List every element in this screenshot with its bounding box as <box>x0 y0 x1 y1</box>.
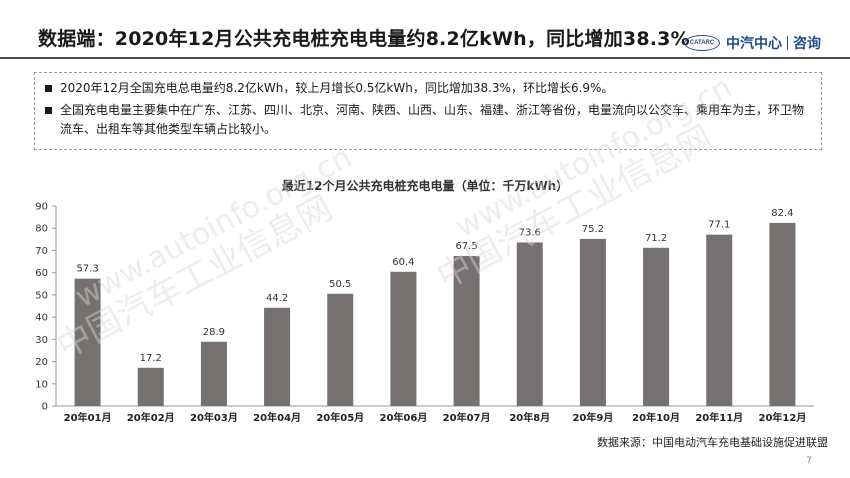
data-label: 50.5 <box>329 279 351 290</box>
x-tick-label: 20年04月 <box>253 411 301 424</box>
bar <box>200 341 227 406</box>
page-number: 7 <box>806 456 812 466</box>
bar <box>74 278 101 406</box>
bar-chart: 0 10 20 30 40 50 60 70 80 90 57.3 20年01月 17.2 20年02月 2… <box>35 202 814 424</box>
summary-bullet: 2020年12月全国充电总电量约8.2亿kWh，较上月增长0.5亿kWh，同比增… <box>45 79 815 98</box>
y-tick-label: 50 <box>35 290 48 301</box>
bar <box>453 256 480 406</box>
chart-title: 最近12个月公共充电桩充电电量（单位：千万kWh） <box>281 179 569 193</box>
header-rule <box>0 57 850 59</box>
data-label: 44.2 <box>266 293 288 304</box>
data-label: 60.4 <box>392 257 414 268</box>
y-tick-label: 30 <box>35 335 48 346</box>
summary-box: 2020年12月全国充电总电量约8.2亿kWh，较上月增长0.5亿kWh，同比增… <box>34 72 822 150</box>
logo-badge: CATARC <box>684 35 720 51</box>
data-label: 28.9 <box>203 327 225 338</box>
x-tick-label: 20年12月 <box>758 411 806 424</box>
y-tick-label: 10 <box>35 379 48 390</box>
x-tick-label: 20年01月 <box>64 411 112 424</box>
x-tick-label: 20年06月 <box>379 411 427 424</box>
x-tick-label: 20年10月 <box>632 411 680 424</box>
y-tick-label: 20 <box>35 357 48 368</box>
bar <box>327 293 354 406</box>
summary-bullet-text: 2020年12月全国充电总电量约8.2亿kWh，较上月增长0.5亿kWh，同比增… <box>60 81 614 95</box>
bar <box>643 247 670 406</box>
data-label: 75.2 <box>582 224 604 235</box>
y-tick-label: 70 <box>35 246 48 257</box>
x-tick-label: 20年8月 <box>509 411 550 424</box>
logo-name: 中汽中心 <box>726 36 782 52</box>
bar <box>706 234 733 406</box>
catarc-logo: CATARC 中汽中心 咨询 <box>684 32 821 54</box>
bullet-square-icon <box>45 107 52 114</box>
x-tick-label: 20年05月 <box>316 411 364 424</box>
page-title: 数据端：2020年12月公共充电桩充电电量约8.2亿kWh，同比增加38.3% <box>38 28 690 50</box>
bar <box>390 271 417 406</box>
data-label: 71.2 <box>645 233 667 244</box>
data-source: 数据来源：中国电动汽车充电基础设施促进联盟 <box>597 436 828 449</box>
logo-divider <box>787 36 788 50</box>
y-tick-label: 60 <box>35 268 48 279</box>
bar <box>579 238 606 406</box>
bar <box>264 307 291 406</box>
y-tick-label: 80 <box>35 224 48 235</box>
bullet-square-icon <box>45 85 52 92</box>
y-tick-label: 0 <box>42 402 48 413</box>
y-tick-label: 90 <box>35 202 48 213</box>
bar <box>769 222 796 406</box>
x-tick-label: 20年03月 <box>190 411 238 424</box>
data-label: 77.1 <box>708 220 730 231</box>
x-tick-label: 20年02月 <box>127 411 175 424</box>
x-tick-label: 20年11月 <box>695 411 743 424</box>
data-label: 17.2 <box>140 353 162 364</box>
data-label: 67.5 <box>455 241 477 252</box>
summary-bullet-text: 全国充电电量主要集中在广东、江苏、四川、北京、河南、陕西、山西、山东、福建、浙江… <box>60 103 805 136</box>
x-tick-label: 20年07月 <box>443 411 491 424</box>
x-tick-label: 20年9月 <box>572 411 613 424</box>
y-tick-label: 40 <box>35 313 48 324</box>
logo-sub: 咨询 <box>793 36 821 52</box>
summary-bullet: 全国充电电量主要集中在广东、江苏、四川、北京、河南、陕西、山西、山东、福建、浙江… <box>45 101 815 139</box>
bar <box>516 242 543 406</box>
data-label: 73.6 <box>519 227 541 238</box>
data-label: 82.4 <box>771 208 793 219</box>
data-label: 57.3 <box>76 264 98 275</box>
bar <box>137 367 164 406</box>
